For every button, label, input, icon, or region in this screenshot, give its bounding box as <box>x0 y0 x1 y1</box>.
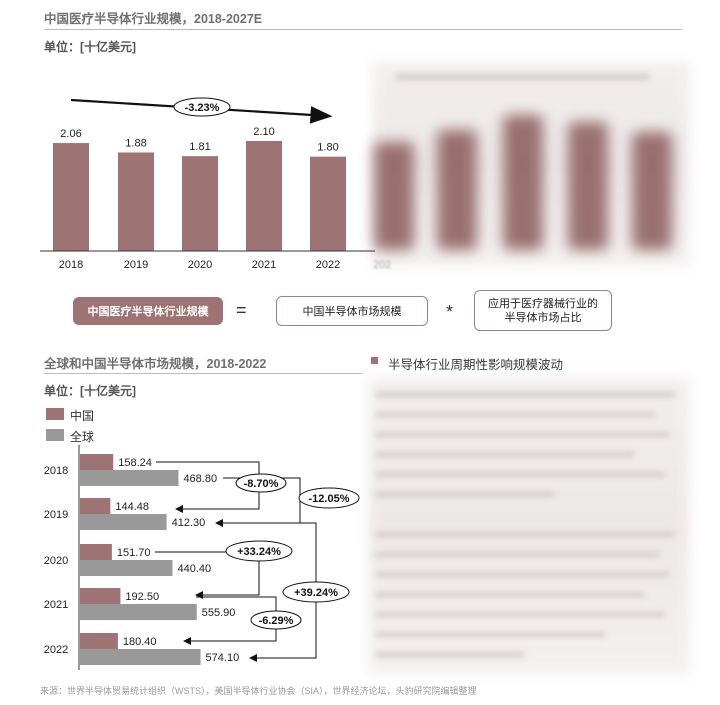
x-tick-label: 2022 <box>316 259 340 271</box>
legend-swatch-china <box>46 408 64 420</box>
bar-china <box>80 498 111 514</box>
growth-label: -6.29% <box>259 615 294 627</box>
growth-bubble <box>235 473 287 493</box>
y-tick-label: 2018 <box>44 465 68 477</box>
growth-bubble <box>282 581 350 603</box>
bar-value-label: 192.50 <box>125 591 159 603</box>
formula-middle-box: 中国半导体市场规模 <box>276 296 428 326</box>
legend-swatch-global <box>46 429 64 441</box>
bar-global <box>80 604 197 620</box>
bar-value-label: 412.30 <box>172 517 206 529</box>
formula-right-line2: 半导体市场占比 <box>504 311 582 324</box>
blurred-text-line <box>375 552 660 557</box>
title-rule <box>44 29 682 30</box>
blurred-bar <box>374 142 414 250</box>
bar-value-label: 180.40 <box>123 636 157 648</box>
formula-right-line1: 应用于医疗器械行业的 <box>488 297 598 310</box>
blurred-text-line <box>375 472 665 477</box>
top-chart-unit: 单位：[十亿美元] <box>44 40 136 54</box>
formula-left-box: 中国医疗半导体行业规模 <box>73 297 223 325</box>
growth-label: -8.70% <box>244 478 279 490</box>
x-tick-label: 2020 <box>188 259 212 271</box>
bar-value-label: 440.40 <box>177 563 211 575</box>
blurred-text-line <box>375 592 645 597</box>
blurred-text-line <box>375 572 670 577</box>
blurred-text-line <box>375 632 605 637</box>
bar-value-label: 574.10 <box>206 652 240 664</box>
blurred-bar <box>568 122 608 250</box>
blurred-text-line <box>375 432 670 437</box>
bar-value-label: 144.48 <box>115 501 149 513</box>
bar <box>182 156 218 251</box>
top-chart-title: 中国医疗半导体行业规模，2018-2027E <box>44 12 263 26</box>
source-note: 来源：世界半导体贸易统计组织（WSTS），美国半导体行业协会（SIA），世界经济… <box>40 686 477 696</box>
bar-value-label: 1.80 <box>317 142 338 154</box>
blurred-year-label: 202 <box>373 259 391 271</box>
bar-china <box>80 633 118 649</box>
bar-global <box>80 560 173 576</box>
bar-global <box>80 470 179 486</box>
growth-connector <box>155 551 260 599</box>
bottom-title-rule <box>44 373 362 374</box>
growth-bubble <box>298 487 360 509</box>
bar <box>118 152 154 251</box>
bottom-hbar-chart: 2018 158.24 468.80 2019 144.48 412.30 2020 151.… <box>44 445 360 670</box>
blurred-bar <box>437 130 477 250</box>
x-tick-label: 2018 <box>59 259 83 271</box>
growth-bubble <box>250 610 302 630</box>
bar-value-label: 1.81 <box>189 141 210 153</box>
bar-global <box>80 649 201 665</box>
x-tick-label: 2021 <box>252 259 276 271</box>
y-tick-label: 2019 <box>44 509 68 521</box>
blurred-bar <box>632 132 672 250</box>
x-tick-label: 2019 <box>124 259 148 271</box>
blurred-text-line <box>375 612 665 617</box>
bar <box>53 143 89 251</box>
bar-value-label: 555.90 <box>202 607 236 619</box>
bar <box>246 140 282 251</box>
top-bars-group: 2.06 2018 1.88 2019 1.81 2020 2.10 2021 1.80 2022 <box>53 126 346 271</box>
blurred-region-text <box>368 377 690 675</box>
y-tick-label: 2022 <box>44 644 68 656</box>
growth-label: +39.24% <box>294 587 338 599</box>
bar-value-label: 468.80 <box>183 473 217 485</box>
bar-value-label: 2.06 <box>60 128 81 140</box>
bar-global <box>80 514 167 530</box>
bar-value-label: 151.70 <box>117 547 151 559</box>
hbars-group: 2018 158.24 468.80 2019 144.48 412.30 2020 151.… <box>44 454 239 665</box>
top-bar-chart: 2.0620181.8820191.8120202.1020211.802022… <box>40 97 391 271</box>
legend-label-global: 全球 <box>70 430 95 444</box>
bar-value-label: 158.24 <box>118 457 152 469</box>
formula-equals: = <box>236 300 247 320</box>
y-tick-label: 2021 <box>44 599 68 611</box>
blurred-bar <box>503 115 543 250</box>
bottom-chart-title: 全球和中国半导体市场规模，2018-2022 <box>44 357 267 371</box>
blurred-text-line <box>375 392 675 397</box>
bottom-chart-unit: 单位：[十亿美元] <box>44 384 136 398</box>
blurred-text-line <box>375 652 525 657</box>
bar-value-label: 2.10 <box>253 126 274 138</box>
formula-times: * <box>446 302 454 322</box>
right-section-heading: 半导体行业周期性影响规模波动 <box>388 358 564 372</box>
bar <box>310 156 346 251</box>
blurred-text-line <box>375 412 655 417</box>
cagr-bubble <box>173 97 231 117</box>
growth-label: +33.24% <box>237 546 281 558</box>
formula-right-box: 应用于医疗器械行业的 半导体市场占比 <box>474 290 612 331</box>
blurred-text-line <box>375 492 555 497</box>
cagr-label: -3.23% <box>185 102 220 114</box>
bar-china <box>80 588 121 604</box>
growth-label: -12.05% <box>309 493 350 505</box>
bar-value-label: 1.88 <box>125 137 146 149</box>
blurred-text-line <box>375 452 635 457</box>
section-bullet <box>371 357 378 364</box>
blurred-text-line <box>375 532 675 537</box>
legend-label-china: 中国 <box>70 409 95 423</box>
bar-china <box>80 454 114 470</box>
blurred-cagr-arrow <box>395 74 650 80</box>
growth-bubble <box>225 540 293 562</box>
bar-china <box>80 544 112 560</box>
y-tick-label: 2020 <box>44 555 68 567</box>
